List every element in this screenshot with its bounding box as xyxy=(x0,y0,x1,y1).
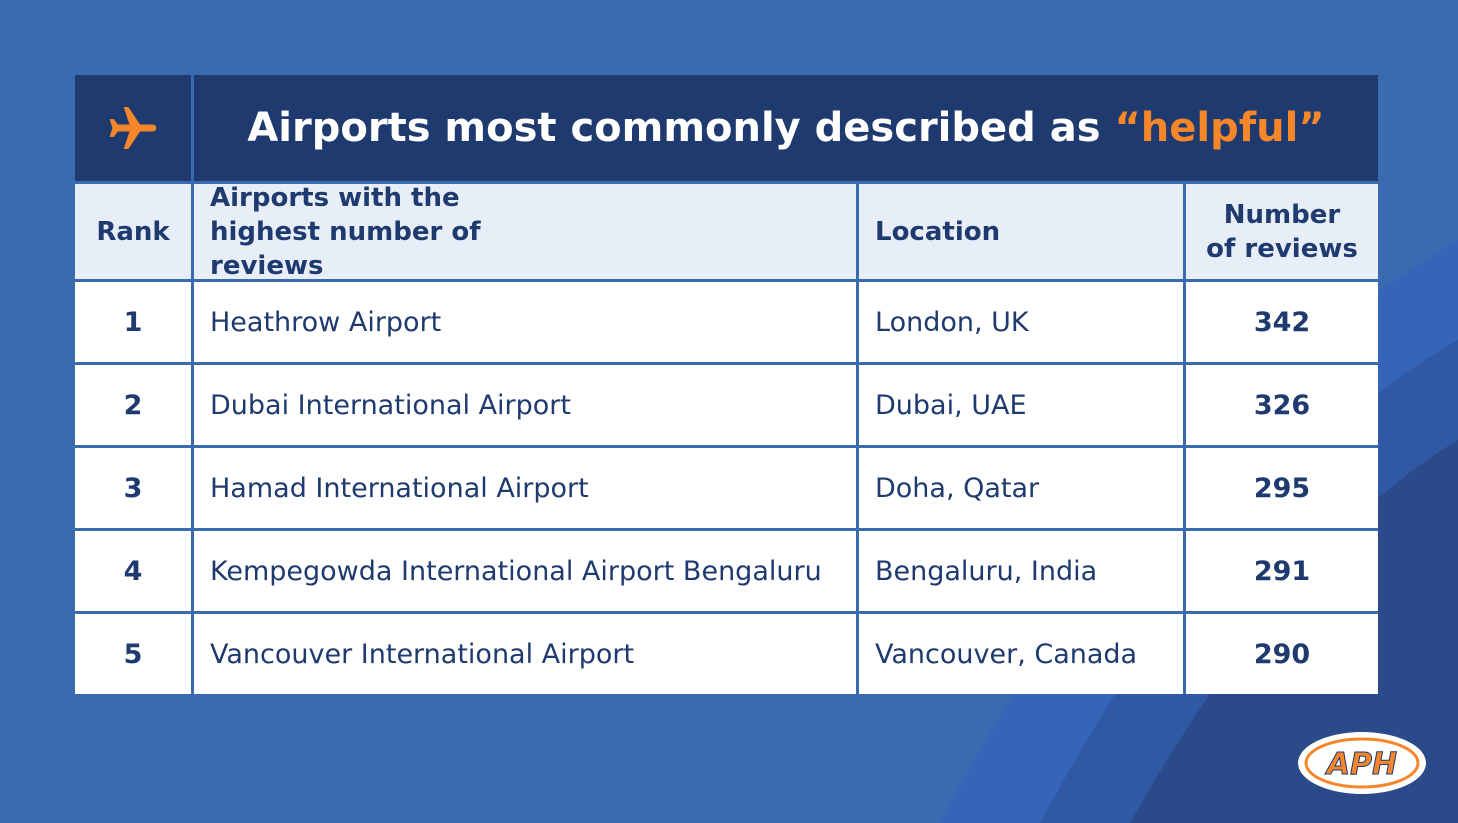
header-cell: Rank xyxy=(75,184,191,279)
table-cell: 290 xyxy=(1186,614,1378,694)
table-cell: Doha, Qatar xyxy=(859,448,1183,528)
plane-icon-cell xyxy=(75,75,191,181)
table-cell: London, UK xyxy=(859,282,1183,362)
table-cell: Heathrow Airport xyxy=(194,282,856,362)
table-cell: Hamad International Airport xyxy=(194,448,856,528)
table-cell: 295 xyxy=(1186,448,1378,528)
header-cell: Location xyxy=(859,184,1183,279)
table-cell: 326 xyxy=(1186,365,1378,445)
table-cell: Vancouver, Canada xyxy=(859,614,1183,694)
table-cell: 342 xyxy=(1186,282,1378,362)
table-cell: 4 xyxy=(75,531,191,611)
table-cell: 1 xyxy=(75,282,191,362)
table-cell: 5 xyxy=(75,614,191,694)
plane-icon xyxy=(109,107,157,149)
table-cell: Dubai International Airport xyxy=(194,365,856,445)
logo: APH xyxy=(1298,732,1426,794)
table: Airports most commonly described as “help… xyxy=(75,75,1378,694)
logo-text: APH xyxy=(1325,747,1397,782)
table-cell: 291 xyxy=(1186,531,1378,611)
title-highlight: “helpful” xyxy=(1114,105,1325,151)
table-cell: Vancouver International Airport xyxy=(194,614,856,694)
table-cell: Bengaluru, India xyxy=(859,531,1183,611)
header-cell: Airports with the highest number of revi… xyxy=(194,183,856,281)
table-cell: 2 xyxy=(75,365,191,445)
header-cell: Number of reviews xyxy=(1186,184,1378,279)
table-cell: Dubai, UAE xyxy=(859,365,1183,445)
table-cell: 3 xyxy=(75,448,191,528)
table-cell: Kempegowda International Airport Bengalu… xyxy=(194,531,856,611)
title: Airports most commonly described as “help… xyxy=(194,75,1378,181)
title-text: Airports most commonly described as xyxy=(247,105,1101,151)
